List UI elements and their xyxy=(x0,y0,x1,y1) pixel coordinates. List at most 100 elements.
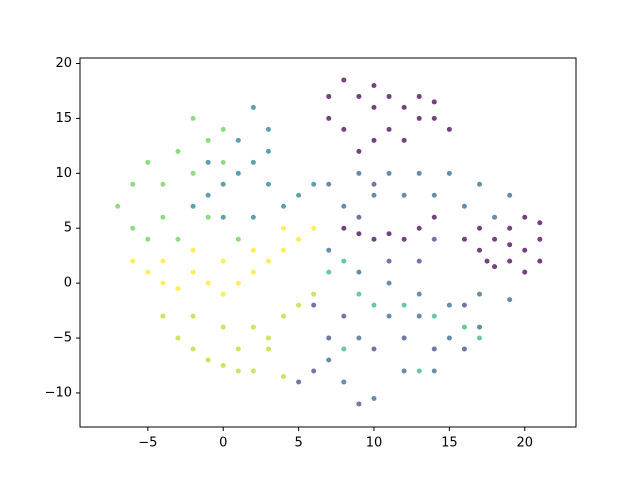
scatter-point xyxy=(311,181,317,187)
scatter-point xyxy=(190,115,196,121)
scatter-point xyxy=(341,258,347,264)
scatter-point xyxy=(175,335,181,341)
scatter-point xyxy=(401,192,407,198)
scatter-point xyxy=(145,159,151,165)
scatter-point xyxy=(477,335,483,341)
scatter-point xyxy=(356,214,362,220)
scatter-point xyxy=(431,214,437,220)
scatter-point xyxy=(281,247,287,253)
scatter-point xyxy=(175,236,181,242)
scatter-point xyxy=(326,357,332,363)
scatter-point xyxy=(250,214,256,220)
scatter-point xyxy=(341,313,347,319)
scatter-point xyxy=(431,115,437,121)
scatter-point xyxy=(205,357,211,363)
scatter-point xyxy=(311,368,317,374)
scatter-point xyxy=(416,368,422,374)
scatter-point xyxy=(401,335,407,341)
scatter-point xyxy=(431,346,437,352)
scatter-point xyxy=(341,203,347,209)
scatter-point xyxy=(250,247,256,253)
scatter-point xyxy=(461,324,467,330)
scatter-point xyxy=(484,258,490,264)
scatter-point xyxy=(431,313,437,319)
scatter-point xyxy=(205,159,211,165)
scatter-point xyxy=(401,302,407,308)
scatter-point xyxy=(537,220,543,226)
scatter-point xyxy=(416,225,422,231)
scatter-point xyxy=(296,236,302,242)
scatter-point xyxy=(371,346,377,352)
scatter-point xyxy=(326,335,332,341)
scatter-point xyxy=(416,170,422,176)
scatter-point xyxy=(537,236,543,242)
x-tick-label: 15 xyxy=(441,436,458,451)
scatter-point xyxy=(356,401,362,407)
scatter-point xyxy=(416,93,422,99)
scatter-point xyxy=(446,170,452,176)
scatter-point xyxy=(265,126,271,132)
scatter-point xyxy=(507,225,513,231)
scatter-point xyxy=(431,192,437,198)
scatter-point xyxy=(386,93,392,99)
scatter-point xyxy=(130,181,136,187)
scatter-point xyxy=(205,137,211,143)
scatter-point xyxy=(507,258,513,264)
scatter-point xyxy=(326,93,332,99)
scatter-point xyxy=(130,258,136,264)
scatter-point xyxy=(235,137,241,143)
scatter-point xyxy=(326,181,332,187)
scatter-point xyxy=(296,192,302,198)
scatter-point xyxy=(371,236,377,242)
y-tick-label: 20 xyxy=(55,56,72,71)
scatter-point xyxy=(341,225,347,231)
x-tick-label: 20 xyxy=(516,436,533,451)
scatter-point xyxy=(190,269,196,275)
scatter-point xyxy=(477,247,483,253)
scatter-point xyxy=(461,346,467,352)
scatter-point xyxy=(386,170,392,176)
scatter-point xyxy=(431,236,437,242)
scatter-point xyxy=(190,203,196,209)
scatter-point xyxy=(145,236,151,242)
scatter-point xyxy=(220,291,226,297)
y-tick-label: −5 xyxy=(53,331,72,346)
scatter-point xyxy=(401,104,407,110)
scatter-point xyxy=(356,93,362,99)
scatter-point xyxy=(371,192,377,198)
scatter-point xyxy=(507,297,513,303)
scatter-point xyxy=(401,236,407,242)
scatter-point xyxy=(326,247,332,253)
y-tick-label: 15 xyxy=(55,111,72,126)
scatter-point xyxy=(160,214,166,220)
scatter-point xyxy=(296,379,302,385)
scatter-point xyxy=(190,313,196,319)
scatter-point xyxy=(311,225,317,231)
scatter-point xyxy=(371,181,377,187)
scatter-point xyxy=(386,313,392,319)
scatter-point xyxy=(311,302,317,308)
scatter-point xyxy=(371,104,377,110)
scatter-point xyxy=(220,159,226,165)
scatter-point xyxy=(265,346,271,352)
scatter-point xyxy=(281,313,287,319)
scatter-point xyxy=(235,236,241,242)
scatter-point xyxy=(205,192,211,198)
scatter-point xyxy=(205,214,211,220)
scatter-point xyxy=(235,280,241,286)
scatter-point xyxy=(265,181,271,187)
scatter-point xyxy=(356,148,362,154)
scatter-point xyxy=(492,236,498,242)
scatter-point xyxy=(250,104,256,110)
plot-frame xyxy=(79,57,577,428)
scatter-point xyxy=(431,368,437,374)
scatter-point xyxy=(461,302,467,308)
scatter-point xyxy=(220,258,226,264)
scatter-point xyxy=(235,346,241,352)
scatter-point xyxy=(160,181,166,187)
scatter-point xyxy=(175,148,181,154)
scatter-point xyxy=(220,126,226,132)
scatter-point xyxy=(537,258,543,264)
scatter-point xyxy=(220,324,226,330)
